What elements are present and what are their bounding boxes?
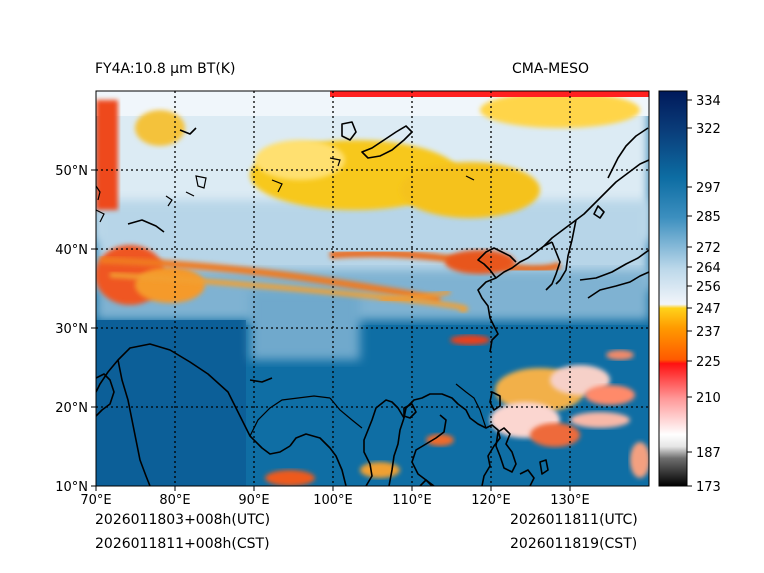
colorbar: [658, 90, 688, 487]
colorbar-label: 187: [696, 446, 721, 461]
lon-label-130: 130°E: [550, 493, 590, 508]
valid-time-utc: 2026011811(UTC): [510, 512, 638, 528]
colorbar-label: 210: [696, 391, 721, 406]
axis-ticks: [91, 169, 571, 491]
lon-label-100: 100°E: [313, 493, 353, 508]
lat-label-40: 40°N: [55, 243, 88, 258]
lon-label-120: 120°E: [471, 493, 511, 508]
colorbar-label: 225: [696, 355, 721, 370]
lon-label-110: 110°E: [392, 493, 432, 508]
init-time-cst: 2026011811+008h(CST): [95, 536, 270, 552]
lat-label-20: 20°N: [55, 401, 88, 416]
colorbar-ticks: [687, 99, 692, 487]
colorbar-label: 256: [696, 280, 721, 295]
model-name: CMA-MESO: [512, 61, 590, 77]
colorbar-label: 237: [696, 325, 721, 340]
colorbar-label: 264: [696, 261, 721, 276]
colorbar-label: 334: [696, 94, 721, 109]
colorbar-label: 272: [696, 241, 721, 256]
colorbar-label: 247: [696, 302, 721, 317]
map-frame: [95, 90, 650, 487]
lat-label-10: 10°N: [55, 480, 88, 495]
colorbar-label: 285: [696, 210, 721, 225]
valid-time-cst: 2026011819(CST): [510, 536, 638, 552]
lon-label-90: 90°E: [238, 493, 269, 508]
bt-field: [96, 91, 649, 486]
init-time-utc: 2026011803+008h(UTC): [95, 512, 271, 528]
lat-label-50: 50°N: [55, 164, 88, 179]
lon-label-70: 70°E: [80, 493, 111, 508]
colorbar-label: 322: [696, 122, 721, 137]
graticule: [96, 91, 649, 486]
lon-label-80: 80°E: [159, 493, 190, 508]
lat-label-30: 30°N: [55, 322, 88, 337]
colorbar-label: 173: [696, 480, 721, 495]
product-title: FY4A:10.8 μm BT(K): [95, 61, 236, 77]
colorbar-label: 297: [696, 181, 721, 196]
